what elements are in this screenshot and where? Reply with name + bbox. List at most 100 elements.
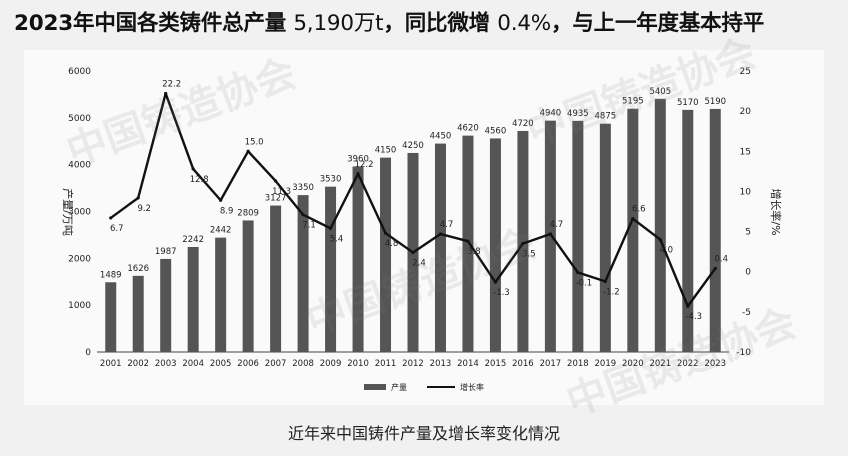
x-tick-label: 2010 <box>347 359 369 369</box>
y-right-tick-label: 0 <box>745 268 751 278</box>
growth-rate-point <box>631 217 635 221</box>
bar-value-label: 4620 <box>457 124 479 134</box>
bar-value-label: 4720 <box>512 119 534 129</box>
growth-rate-label: 11.3 <box>272 187 291 197</box>
bar-value-label: 1987 <box>155 247 177 257</box>
x-tick-label: 2019 <box>595 359 617 369</box>
bar <box>325 186 337 352</box>
growth-rate-label: 4.7 <box>440 220 454 230</box>
legend-bar-swatch <box>364 384 386 390</box>
growth-rate-point <box>164 91 168 96</box>
x-tick-label: 2015 <box>485 359 507 369</box>
bar <box>132 275 144 352</box>
x-tick-label: 2008 <box>292 359 314 369</box>
bar-value-label: 4450 <box>430 132 452 142</box>
bar <box>599 123 611 352</box>
x-tick-label: 2013 <box>430 359 452 369</box>
growth-rate-label: 12.8 <box>190 175 209 185</box>
bar <box>352 166 364 352</box>
y-right-tick-label: -5 <box>742 308 751 318</box>
x-tick-label: 2006 <box>237 359 259 369</box>
x-tick-label: 2016 <box>512 359 534 369</box>
growth-rate-point <box>493 280 498 284</box>
growth-rate-label: 8.9 <box>220 206 234 216</box>
bar-value-label: 3530 <box>320 175 342 185</box>
bar-value-label: 3350 <box>292 183 314 193</box>
bar-value-label: 2809 <box>237 208 259 218</box>
growth-rate-label: 0.4 <box>714 255 728 265</box>
y-left-tick-label: 2000 <box>68 254 91 264</box>
growth-rate-point <box>466 239 470 243</box>
bar-value-label: 1626 <box>127 264 149 274</box>
bar-value-label: 2442 <box>210 226 232 236</box>
growth-rate-point <box>713 266 717 271</box>
growth-rate-label: 6.7 <box>110 224 124 234</box>
bar-value-label: 2242 <box>182 235 204 245</box>
headline-part3: ，同比微增 <box>383 11 498 36</box>
growth-rate-point <box>658 238 662 242</box>
legend-label-output: 产量 <box>391 382 407 392</box>
growth-rate-label: 22.2 <box>162 79 181 89</box>
bar-value-label: 5405 <box>649 87 671 97</box>
x-tick-label: 2018 <box>567 359 589 369</box>
growth-rate-point <box>356 172 360 176</box>
growth-rate-point <box>109 216 113 220</box>
growth-rate-point <box>548 232 552 236</box>
bar <box>654 98 666 352</box>
y-left-axis-label: 产量/万吨 <box>61 188 75 236</box>
bar <box>242 220 254 352</box>
y-right-tick-label: 10 <box>740 187 752 197</box>
growth-rate-point <box>521 242 525 246</box>
bar <box>517 130 529 352</box>
growth-rate-label: -1.3 <box>493 288 510 298</box>
bar <box>270 205 282 352</box>
growth-rate-label: 4.8 <box>385 239 399 249</box>
growth-rate-label: 9.2 <box>137 204 151 214</box>
growth-rate-label: 15.0 <box>245 137 264 147</box>
bar-value-label: 4150 <box>375 146 397 156</box>
bar-value-label: 5195 <box>622 97 644 107</box>
y-left-tick-label: 1000 <box>68 301 91 311</box>
bar <box>215 237 227 352</box>
bar-value-label: 3127 <box>265 194 287 204</box>
bar <box>572 120 584 352</box>
x-tick-label: 2001 <box>100 359 122 369</box>
bar <box>105 282 117 352</box>
x-tick-label: 2012 <box>402 359 424 369</box>
bar-value-label: 4935 <box>567 109 589 119</box>
growth-rate-label: 7.1 <box>302 221 316 231</box>
headline-growth-rate: 0.4% <box>497 11 552 36</box>
growth-rate-point <box>219 198 223 202</box>
bar-value-label: 4560 <box>485 126 507 136</box>
growth-rate-label: -4.3 <box>685 312 702 322</box>
x-tick-label: 2017 <box>540 359 562 369</box>
bar <box>544 120 556 352</box>
bar-value-label: 4250 <box>402 141 424 151</box>
growth-rate-label: 2.4 <box>412 258 426 268</box>
x-tick-label: 2003 <box>155 359 177 369</box>
x-tick-label: 2011 <box>375 359 397 369</box>
growth-rate-point <box>411 250 415 255</box>
bar-value-label: 4875 <box>595 112 617 122</box>
growth-rate-label: 4.0 <box>660 246 674 256</box>
y-right-tick-label: -10 <box>736 348 751 358</box>
y-left-tick-label: 5000 <box>68 114 91 124</box>
x-tick-label: 2014 <box>457 359 479 369</box>
bar <box>462 135 474 352</box>
growth-rate-point <box>301 213 305 217</box>
x-tick-label: 2009 <box>320 359 342 369</box>
y-left-tick-label: 0 <box>85 348 91 358</box>
growth-rate-point <box>246 149 250 153</box>
bar-value-label: 1489 <box>100 270 122 280</box>
y-left-tick-label: 6000 <box>68 67 91 77</box>
bar <box>160 258 172 352</box>
bar <box>297 195 309 352</box>
growth-rate-point <box>603 279 607 283</box>
x-tick-label: 2020 <box>622 359 644 369</box>
bar-value-label: 5190 <box>704 97 726 107</box>
y-right-tick-label: 5 <box>745 228 751 238</box>
chart-svg: 0 1000 2000 3000 4000 5000 6000 -10 -5 0 5 10 15 20 25… <box>61 67 783 392</box>
growth-rate-label: 3.8 <box>467 247 481 257</box>
growth-rate-point <box>438 232 443 236</box>
y-right-axis-label: 增长率/% <box>769 188 783 235</box>
